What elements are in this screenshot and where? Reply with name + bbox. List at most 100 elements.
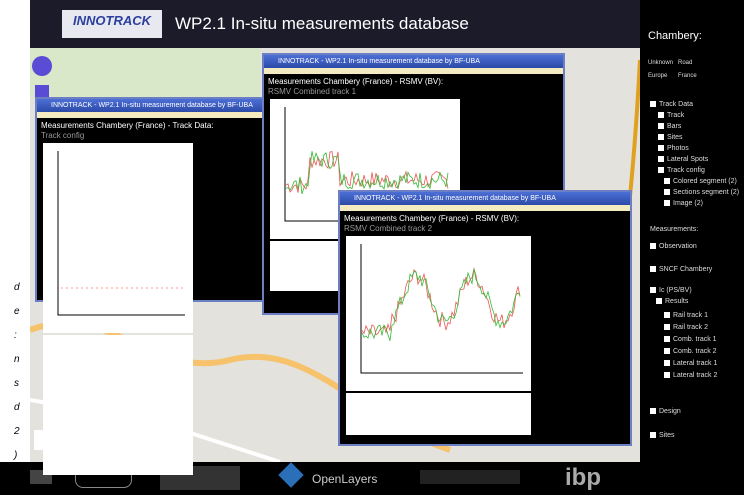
measurement-item[interactable]: Rail track 1: [664, 312, 708, 319]
measurement-label: Design: [659, 408, 681, 415]
base-layer-option: Europe: [648, 73, 667, 79]
caption-fragment: d: [14, 402, 20, 413]
caption-fragment: :: [14, 330, 17, 341]
caption-fragment: ): [14, 450, 17, 461]
window-title[interactable]: INNOTRACK - WP2.1 In-situ measurement da…: [264, 55, 563, 68]
layer-item[interactable]: Sites: [658, 134, 683, 141]
window-title[interactable]: INNOTRACK - WP2.1 In-situ measurement da…: [340, 192, 630, 205]
layer-label: Sites: [667, 134, 683, 141]
caption-fragment: e: [14, 306, 20, 317]
measurement-item[interactable]: Lateral track 2: [664, 372, 717, 379]
measurement-item[interactable]: Lateral track 1: [664, 360, 717, 367]
popup-window: INNOTRACK - WP2.1 In-situ measurement da…: [35, 97, 300, 302]
layer-item[interactable]: Photos: [658, 145, 689, 152]
measurement-item[interactable]: Rail track 2: [664, 324, 708, 331]
caption-fragment: d: [14, 282, 20, 293]
measurement-label: Lateral track 1: [673, 360, 717, 367]
checkbox: [650, 101, 656, 107]
caption-fragment: n: [14, 354, 20, 365]
layer-item[interactable]: Track config: [658, 167, 705, 174]
window-subheading: RSMV Combined track 1: [264, 86, 563, 97]
openlayers: OpenLayers: [312, 472, 377, 486]
window-heading: Measurements Chambery (France) - Track D…: [37, 118, 298, 130]
plot-image: [43, 143, 193, 333]
layer-item[interactable]: Track Data: [650, 101, 693, 108]
layer-item[interactable]: Lateral Spots: [658, 156, 708, 163]
checkbox: [664, 312, 670, 318]
measurement-label: Results: [665, 298, 688, 305]
plot-lower-panel: [43, 335, 193, 475]
layer-label: Track config: [667, 167, 705, 174]
layer-label: Bars: [667, 123, 681, 130]
measurement-item[interactable]: Comb. track 1: [664, 336, 717, 343]
layer-item[interactable]: Track: [658, 112, 684, 119]
measurement-item[interactable]: Results: [656, 298, 688, 305]
layer-label: Colored segment (2): [673, 178, 737, 185]
plot-axes: [361, 244, 523, 373]
logo: INNOTRACK: [62, 10, 162, 38]
base-layer-option: Unknown: [648, 60, 673, 66]
layer-label: Lateral Spots: [667, 156, 708, 163]
checkbox: [656, 298, 662, 304]
checkbox: [664, 372, 670, 378]
checkbox: [658, 112, 664, 118]
base-layer-option: Road: [678, 60, 692, 66]
measurement-label: Comb. track 2: [673, 348, 717, 355]
checkbox: [658, 167, 664, 173]
window-heading: Measurements Chambery (France) - RSMV (B…: [340, 211, 630, 223]
measurement-label: Lateral track 2: [673, 372, 717, 379]
layer-label: Track: [667, 112, 684, 119]
layer-item[interactable]: Observation: [650, 243, 697, 250]
layer-label: Track Data: [659, 101, 693, 108]
window-subheading: Track config: [37, 130, 298, 141]
layer-label: Observation: [659, 243, 697, 250]
checkbox: [658, 134, 664, 140]
checkbox: [664, 360, 670, 366]
measurement-item[interactable]: Sites: [650, 432, 675, 439]
popup-window: INNOTRACK - WP2.1 In-situ measurement da…: [338, 190, 632, 446]
layer-item[interactable]: Bars: [658, 123, 681, 130]
checkbox: [664, 348, 670, 354]
checkbox: [658, 123, 664, 129]
caption-fragments: [0, 0, 30, 495]
layer-item[interactable]: Sections segment (2): [664, 189, 739, 196]
checkbox: [664, 178, 670, 184]
checkbox: [658, 145, 664, 151]
sidebar-title: Chambery:: [648, 30, 702, 42]
measurement-item[interactable]: Ic (PS/BV): [650, 287, 692, 294]
layer-label: Image (2): [673, 200, 703, 207]
layer-item[interactable]: Colored segment (2): [664, 178, 737, 185]
checkbox: [650, 266, 656, 272]
plot-lower-panel: [346, 393, 531, 435]
plot-image: [346, 236, 531, 391]
checkbox: [650, 243, 656, 249]
checkbox: [650, 432, 656, 438]
measurement-label: SNCF Chambery: [659, 266, 712, 273]
measurement-label: Comb. track 1: [673, 336, 717, 343]
page: INNOTRACK WP2.1 In-situ measurements dat…: [0, 0, 744, 495]
measurement-label: Rail track 2: [673, 324, 708, 331]
plot-trace: [362, 269, 520, 341]
measurement-item[interactable]: Design: [650, 408, 681, 415]
plot-trace: [286, 152, 448, 193]
measurements-title: Measurements:: [650, 226, 698, 233]
measurement-label: Ic (PS/BV): [659, 287, 692, 294]
layer-item[interactable]: Image (2): [664, 200, 703, 207]
checkbox: [650, 287, 656, 293]
window-subheading: RSMV Combined track 2: [340, 223, 630, 234]
measurement-item[interactable]: Comb. track 2: [664, 348, 717, 355]
measurement-label: Rail track 1: [673, 312, 708, 319]
checkbox: [664, 189, 670, 195]
layer-label: Photos: [667, 145, 689, 152]
plot-axes: [58, 151, 185, 315]
checkbox: [658, 156, 664, 162]
checkbox: [664, 200, 670, 206]
layer-label: Sections segment (2): [673, 189, 739, 196]
caption-fragment: 2: [14, 426, 20, 437]
measurement-label: Sites: [659, 432, 675, 439]
measurement-item[interactable]: SNCF Chambery: [650, 266, 712, 273]
header-title: WP2.1 In-situ measurements database: [175, 14, 469, 34]
checkbox: [664, 324, 670, 330]
window-title[interactable]: INNOTRACK - WP2.1 In-situ measurement da…: [37, 99, 298, 112]
